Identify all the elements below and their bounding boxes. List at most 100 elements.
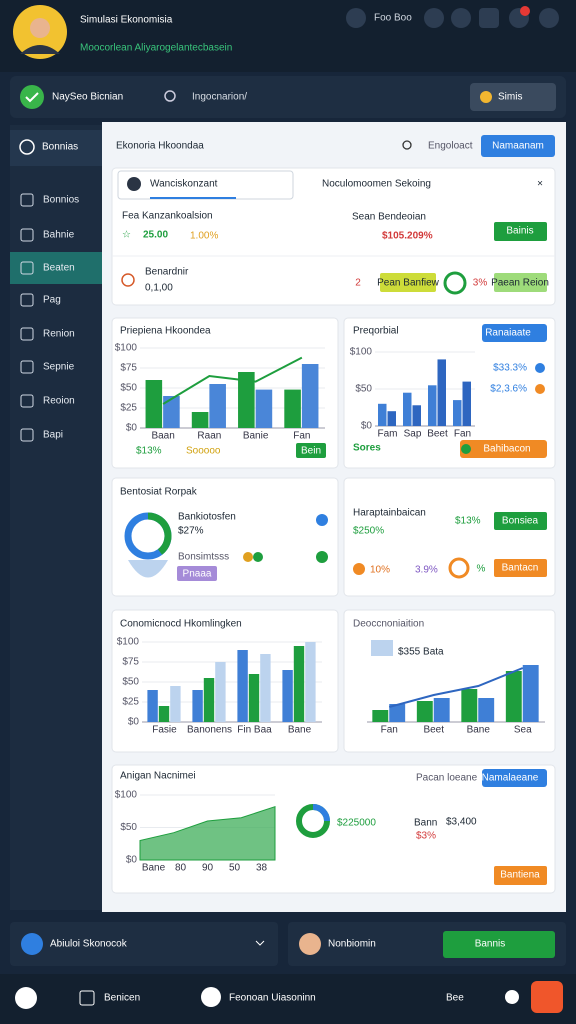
ring-label: 3% <box>473 278 488 289</box>
footer-icon[interactable] <box>505 990 519 1004</box>
button[interactable] <box>443 931 555 958</box>
panel-link[interactable]: Engoloact <box>428 141 473 152</box>
sidebar-item[interactable]: Reoion <box>43 396 75 407</box>
app-title: Simulasi Ekonomisia <box>80 15 173 26</box>
toolbar-user: NaySeo Bicnian <box>52 92 123 103</box>
search-field[interactable]: Ingocnarion/ <box>192 92 247 103</box>
panel-button[interactable] <box>481 135 555 157</box>
label: Bann <box>414 818 437 829</box>
sidebar-item[interactable]: Bonnios <box>43 195 79 206</box>
x-tick-label: Bane <box>142 863 166 874</box>
x-tick-label: Fasie <box>152 725 177 736</box>
y-tick-label: $50 <box>122 677 139 688</box>
button[interactable] <box>380 273 436 292</box>
search-icon[interactable] <box>402 140 412 150</box>
icon[interactable] <box>539 8 559 28</box>
legend: $13% <box>136 446 162 457</box>
card-title: Haraptainbaican <box>353 508 426 519</box>
toolbar-button[interactable] <box>470 83 556 111</box>
highlights-card <box>343 477 556 597</box>
button-label: Bainis <box>506 226 533 237</box>
select[interactable] <box>10 922 278 966</box>
x-tick-label: Fan <box>454 429 471 440</box>
x-tick-label: Beet <box>427 429 448 440</box>
metric-label: Benardnir <box>145 267 189 278</box>
sidebar-item[interactable]: Bapi <box>43 430 63 441</box>
bar <box>403 392 412 426</box>
dot <box>253 552 263 562</box>
toolbar-button-label: Simis <box>498 92 522 103</box>
bar <box>248 674 260 722</box>
footer-item[interactable]: Bee <box>446 993 464 1004</box>
footer-icon[interactable] <box>201 987 221 1007</box>
bar <box>437 359 446 426</box>
star: ☆ <box>122 230 131 241</box>
icon[interactable] <box>424 8 444 28</box>
sidebar-item[interactable]: Beaten <box>43 263 75 274</box>
button[interactable] <box>494 273 547 292</box>
bar <box>238 372 255 428</box>
stat: 10% <box>370 565 390 576</box>
dropdown-label: Pacan loeane <box>416 773 478 784</box>
sidebar-icon <box>20 261 34 275</box>
button[interactable] <box>460 440 547 458</box>
bar <box>428 385 437 426</box>
check-icon <box>20 85 44 109</box>
icon <box>316 551 328 563</box>
sidebar-heading[interactable]: Bonnias <box>42 142 78 153</box>
footer-icon[interactable] <box>15 987 37 1009</box>
button[interactable] <box>296 443 326 458</box>
x-tick-label: Sea <box>514 725 532 736</box>
bar <box>260 654 271 722</box>
toolbar <box>10 76 566 118</box>
close[interactable]: × <box>537 179 543 190</box>
footer-item[interactable]: Feonoan Uiasoninn <box>229 993 316 1004</box>
bar <box>203 678 215 722</box>
card-title: Bentosiat Rorpak <box>120 487 198 498</box>
button[interactable] <box>177 566 217 581</box>
button-icon <box>461 444 471 454</box>
dropdown[interactable] <box>482 769 547 787</box>
button[interactable] <box>494 222 547 241</box>
metric-value: $105.209% <box>382 231 433 242</box>
dot <box>243 552 253 562</box>
x-tick-label: Banie <box>243 431 269 442</box>
avatar-face <box>30 18 50 38</box>
bar <box>282 670 293 722</box>
y-tick-label: $0 <box>126 423 138 434</box>
sidebar-icon <box>20 394 34 408</box>
y-tick-label: $75 <box>122 657 139 668</box>
footer-item[interactable]: Benicen <box>104 993 140 1004</box>
bar <box>305 642 316 722</box>
chart-footer: Sores <box>353 443 381 454</box>
y-tick-label: $0 <box>128 717 140 728</box>
dropdown[interactable] <box>482 324 547 342</box>
badge <box>520 6 530 16</box>
metric-value: 25.00 <box>143 230 168 241</box>
sidebar-item[interactable]: Sepnie <box>43 362 75 373</box>
search-icon[interactable] <box>164 90 176 102</box>
icon[interactable] <box>451 8 471 28</box>
footer-icon[interactable] <box>79 990 95 1006</box>
sidebar-item[interactable]: Bahnie <box>43 230 75 241</box>
y-tick-label: $100 <box>115 343 138 354</box>
button-label: Bantacn <box>502 563 539 574</box>
icon[interactable] <box>479 8 499 28</box>
footer-button[interactable] <box>531 981 563 1013</box>
button[interactable] <box>494 866 547 885</box>
chart-title: Deoccnoniaition <box>353 619 424 630</box>
x-tick-label: Fan <box>293 431 310 442</box>
sidebar-item[interactable]: Pag <box>43 295 61 306</box>
bar <box>145 380 163 428</box>
bar <box>372 710 389 722</box>
icon[interactable] <box>346 8 366 28</box>
badge: $13% <box>455 516 481 527</box>
summary-heading: Noculomoomen Sekoing <box>322 179 431 190</box>
bar <box>215 662 226 722</box>
sidebar-item[interactable]: Renion <box>43 329 75 340</box>
button[interactable] <box>494 512 547 530</box>
button[interactable] <box>494 559 547 577</box>
y-tick-label: $50 <box>355 384 372 395</box>
button-label: Bantiena <box>500 870 540 881</box>
bar <box>301 364 319 428</box>
